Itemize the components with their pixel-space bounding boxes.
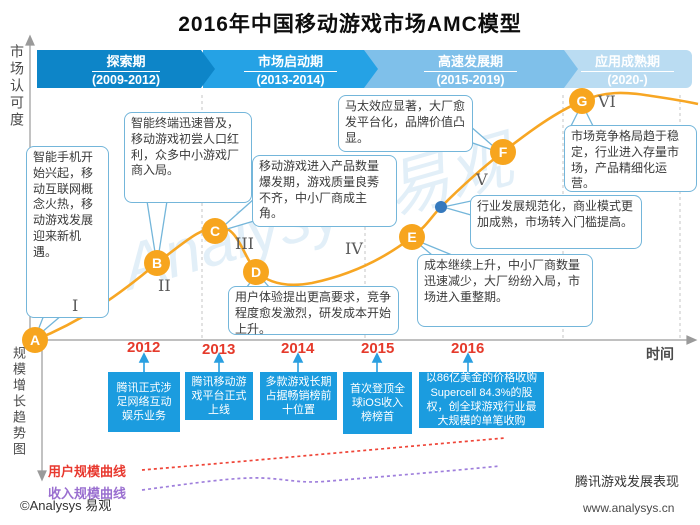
- user-scale-curve: [141, 437, 506, 471]
- year-2016: 2016: [451, 340, 485, 357]
- stage-numeral-6: VI: [598, 92, 616, 111]
- stage-numeral-5: V: [476, 170, 488, 189]
- callout-a: 智能手机开始兴起，移动互联网概念火热，移动游戏发展迎来新机遇。: [26, 146, 109, 318]
- callout-g: 市场竞争格局趋于稳定，行业进入存量市场，产品精细化运营。: [564, 125, 697, 192]
- node-e: E: [399, 224, 425, 250]
- phase-name: 高速发展期: [424, 51, 517, 72]
- phase-years: (2009-2012): [91, 73, 161, 87]
- node-c: C: [202, 218, 228, 244]
- phase-startup: 市场启动期 (2013-2014): [203, 50, 378, 88]
- phase-name: 市场启动期: [244, 51, 337, 72]
- phase-years: (2020-): [607, 73, 648, 87]
- legend-revenue-scale: 收入规模曲线: [48, 486, 127, 501]
- copyright: ©Analysys 易观: [20, 498, 112, 513]
- phase-years: (2015-2019): [436, 73, 505, 87]
- stage-numeral-3: III: [235, 234, 254, 253]
- phase-years: (2013-2014): [256, 73, 325, 87]
- node-g: G: [569, 88, 595, 114]
- y-axis-top-label: 市场认可度: [9, 44, 25, 129]
- year-2015: 2015: [361, 340, 395, 357]
- stage-numeral-2: II: [158, 276, 171, 295]
- event-2016: 以86亿美金的价格收购Supercell 84.3%的股权，创全球游戏行业最大规…: [419, 372, 544, 428]
- event-2012: 腾讯正式涉足网络互动娱乐业务: [108, 372, 180, 432]
- phase-maturity: 应用成熟期 (2020-): [563, 50, 692, 88]
- callout-b: 智能终端迅速普及，移动游戏初尝人口红利，众多中小游戏厂商入局。: [124, 112, 252, 203]
- footer-right-title: 腾讯游戏发展表现: [575, 474, 680, 489]
- phase-exploration: 探索期 (2009-2012): [37, 50, 215, 88]
- stage-numeral-4: IV: [345, 239, 363, 258]
- phase-name: 探索期: [92, 51, 159, 72]
- callout-milestone: 行业发展规范化，商业模式更加成熟，市场转入门槛提高。: [470, 195, 642, 249]
- year-2014: 2014: [281, 340, 315, 357]
- revenue-scale-curve: [141, 465, 501, 491]
- site-url: www.analysys.cn: [583, 501, 675, 515]
- callout-d: 用户体验提出更高要求，竞争程度愈发激烈，研发成本开始上升。: [228, 286, 399, 336]
- node-b: B: [144, 250, 170, 276]
- node-d: D: [243, 259, 269, 285]
- page-title: 2016年中国移动游戏市场AMC模型: [178, 13, 522, 36]
- legend-user-scale: 用户规模曲线: [48, 464, 127, 479]
- year-2013: 2013: [202, 341, 236, 358]
- timeline-arrows: [138, 352, 474, 372]
- x-axis-label: 时间: [646, 346, 674, 362]
- callout-e: 成本继续上升，中小厂商数量迅速减少，大厂纷纷入局，市场进入重整期。: [417, 254, 593, 327]
- milestone-dot: [435, 201, 447, 213]
- callout-f: 马太效应显著，大厂愈发平台化，品牌价值凸显。: [338, 95, 473, 152]
- y-axis-bottom-label: 规模增长趋势图: [11, 346, 26, 458]
- callout-c: 移动游戏进入产品数量爆发期，游戏质量良莠不齐，中小厂商成主角。: [252, 155, 397, 227]
- node-f: F: [490, 139, 516, 165]
- stage-numeral-1: I: [72, 296, 79, 315]
- event-2014: 多款游戏长期占据畅销榜前十位置: [260, 372, 337, 420]
- phase-high-growth: 高速发展期 (2015-2019): [363, 50, 578, 88]
- year-2012: 2012: [127, 339, 161, 356]
- event-2013: 腾讯移动游戏平台正式上线: [185, 372, 253, 420]
- phase-name: 应用成熟期: [580, 51, 674, 72]
- event-2015: 首次登顶全球iOS收入榜榜首: [343, 372, 412, 434]
- node-a: A: [22, 327, 48, 353]
